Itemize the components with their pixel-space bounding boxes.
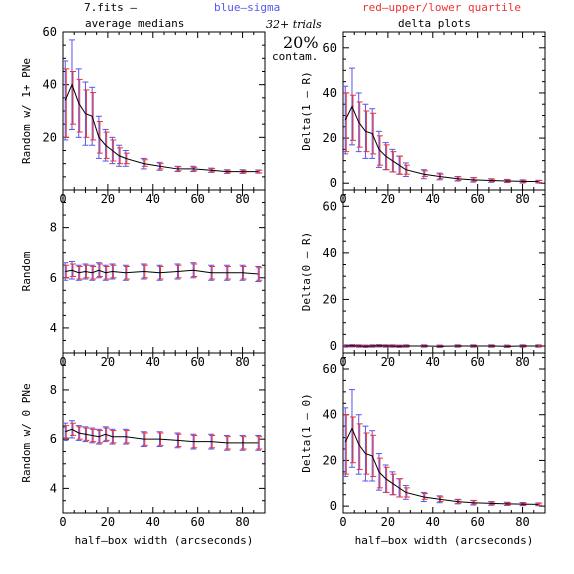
median-line bbox=[344, 427, 539, 505]
x-tick-label: 80 bbox=[515, 355, 529, 369]
y-tick-label: 60 bbox=[323, 362, 337, 376]
y-axis-label: Random w/ 1+ PNe bbox=[20, 58, 33, 164]
x-tick-label: 20 bbox=[101, 192, 115, 206]
file-label: 7.fits – bbox=[84, 1, 137, 14]
x-tick-label: 20 bbox=[101, 355, 115, 369]
median-line bbox=[344, 105, 539, 183]
x-tick-label: 80 bbox=[235, 192, 249, 206]
y-tick-label: 0 bbox=[330, 499, 337, 513]
x-tick-label: 40 bbox=[426, 515, 440, 529]
y-tick-label: 0 bbox=[330, 339, 337, 353]
y-tick-label: 40 bbox=[323, 86, 337, 100]
x-tick-label: 60 bbox=[470, 192, 484, 206]
x-tick-label: 20 bbox=[381, 192, 395, 206]
x-tick-label: 40 bbox=[426, 355, 440, 369]
y-axis-label: Random bbox=[20, 251, 33, 291]
x-tick-label: 80 bbox=[235, 515, 249, 529]
contam-label: contam. bbox=[272, 50, 318, 63]
x-tick-label: 60 bbox=[470, 355, 484, 369]
right-column-title: delta plots bbox=[398, 17, 471, 30]
y-tick-label: 40 bbox=[323, 246, 337, 260]
y-tick-label: 8 bbox=[50, 383, 57, 397]
x-tick-label: 60 bbox=[190, 515, 204, 529]
y-tick-label: 0 bbox=[330, 176, 337, 190]
y-axis-label: Delta(1 – 0) bbox=[300, 393, 313, 472]
x-tick-label: 80 bbox=[515, 515, 529, 529]
plot-frame bbox=[342, 189, 546, 354]
quartile-legend: red–upper/lower quartile bbox=[362, 1, 521, 14]
x-tick-label: 60 bbox=[190, 355, 204, 369]
x-tick-label: 40 bbox=[146, 515, 160, 529]
median-line bbox=[65, 269, 259, 275]
y-tick-label: 20 bbox=[323, 292, 337, 306]
x-tick-label: 40 bbox=[146, 192, 160, 206]
x-tick-label: 80 bbox=[235, 355, 249, 369]
x-tick-label: 80 bbox=[515, 192, 529, 206]
x-tick-label: 40 bbox=[426, 192, 440, 206]
y-axis-label: Random w/ 0 PNe bbox=[20, 383, 33, 482]
chart-panel-3: 0 20 40 60 80 4 6 8 Random w/ 0 PNe half–box widt… bbox=[20, 352, 266, 547]
y-tick-label: 4 bbox=[50, 321, 57, 335]
x-tick-label: 40 bbox=[146, 355, 160, 369]
y-tick-label: 8 bbox=[50, 221, 57, 235]
y-tick-label: 60 bbox=[43, 25, 57, 39]
y-axis-label: Delta(1 – R) bbox=[300, 71, 313, 150]
y-tick-label: 4 bbox=[50, 481, 57, 495]
x-tick-label: 20 bbox=[101, 515, 115, 529]
y-tick-label: 20 bbox=[323, 131, 337, 145]
median-line bbox=[64, 83, 259, 173]
y-axis-label: Delta(0 – R) bbox=[300, 232, 313, 311]
contam-percent: 20% bbox=[283, 33, 319, 52]
y-tick-label: 20 bbox=[323, 453, 337, 467]
x-tick-label: 20 bbox=[381, 515, 395, 529]
y-tick-label: 40 bbox=[323, 408, 337, 422]
sigma-legend: blue–sigma bbox=[214, 1, 280, 14]
y-tick-label: 60 bbox=[323, 199, 337, 213]
x-tick-label: 60 bbox=[470, 515, 484, 529]
y-tick-label: 6 bbox=[50, 432, 57, 446]
y-tick-label: 20 bbox=[43, 130, 57, 144]
y-tick-label: 40 bbox=[43, 78, 57, 92]
median-line bbox=[65, 428, 259, 444]
trials-label: 32+ trials bbox=[266, 18, 322, 31]
x-axis-label: half–box width (arcseconds) bbox=[355, 534, 534, 547]
chart-panel-6: 0 20 40 60 80 0 20 40 60 Delta(1 – 0) half–box wid… bbox=[300, 352, 546, 547]
plot-frame bbox=[342, 352, 546, 514]
x-tick-label: 0 bbox=[59, 515, 66, 529]
x-tick-label: 20 bbox=[381, 355, 395, 369]
plot-frame bbox=[342, 31, 546, 191]
x-tick-label: 60 bbox=[190, 192, 204, 206]
x-tick-label: 0 bbox=[339, 515, 346, 529]
y-tick-label: 60 bbox=[323, 41, 337, 55]
x-axis-label: half–box width (arcseconds) bbox=[75, 534, 254, 547]
left-column-title: average medians bbox=[85, 17, 184, 30]
y-tick-label: 6 bbox=[50, 271, 57, 285]
